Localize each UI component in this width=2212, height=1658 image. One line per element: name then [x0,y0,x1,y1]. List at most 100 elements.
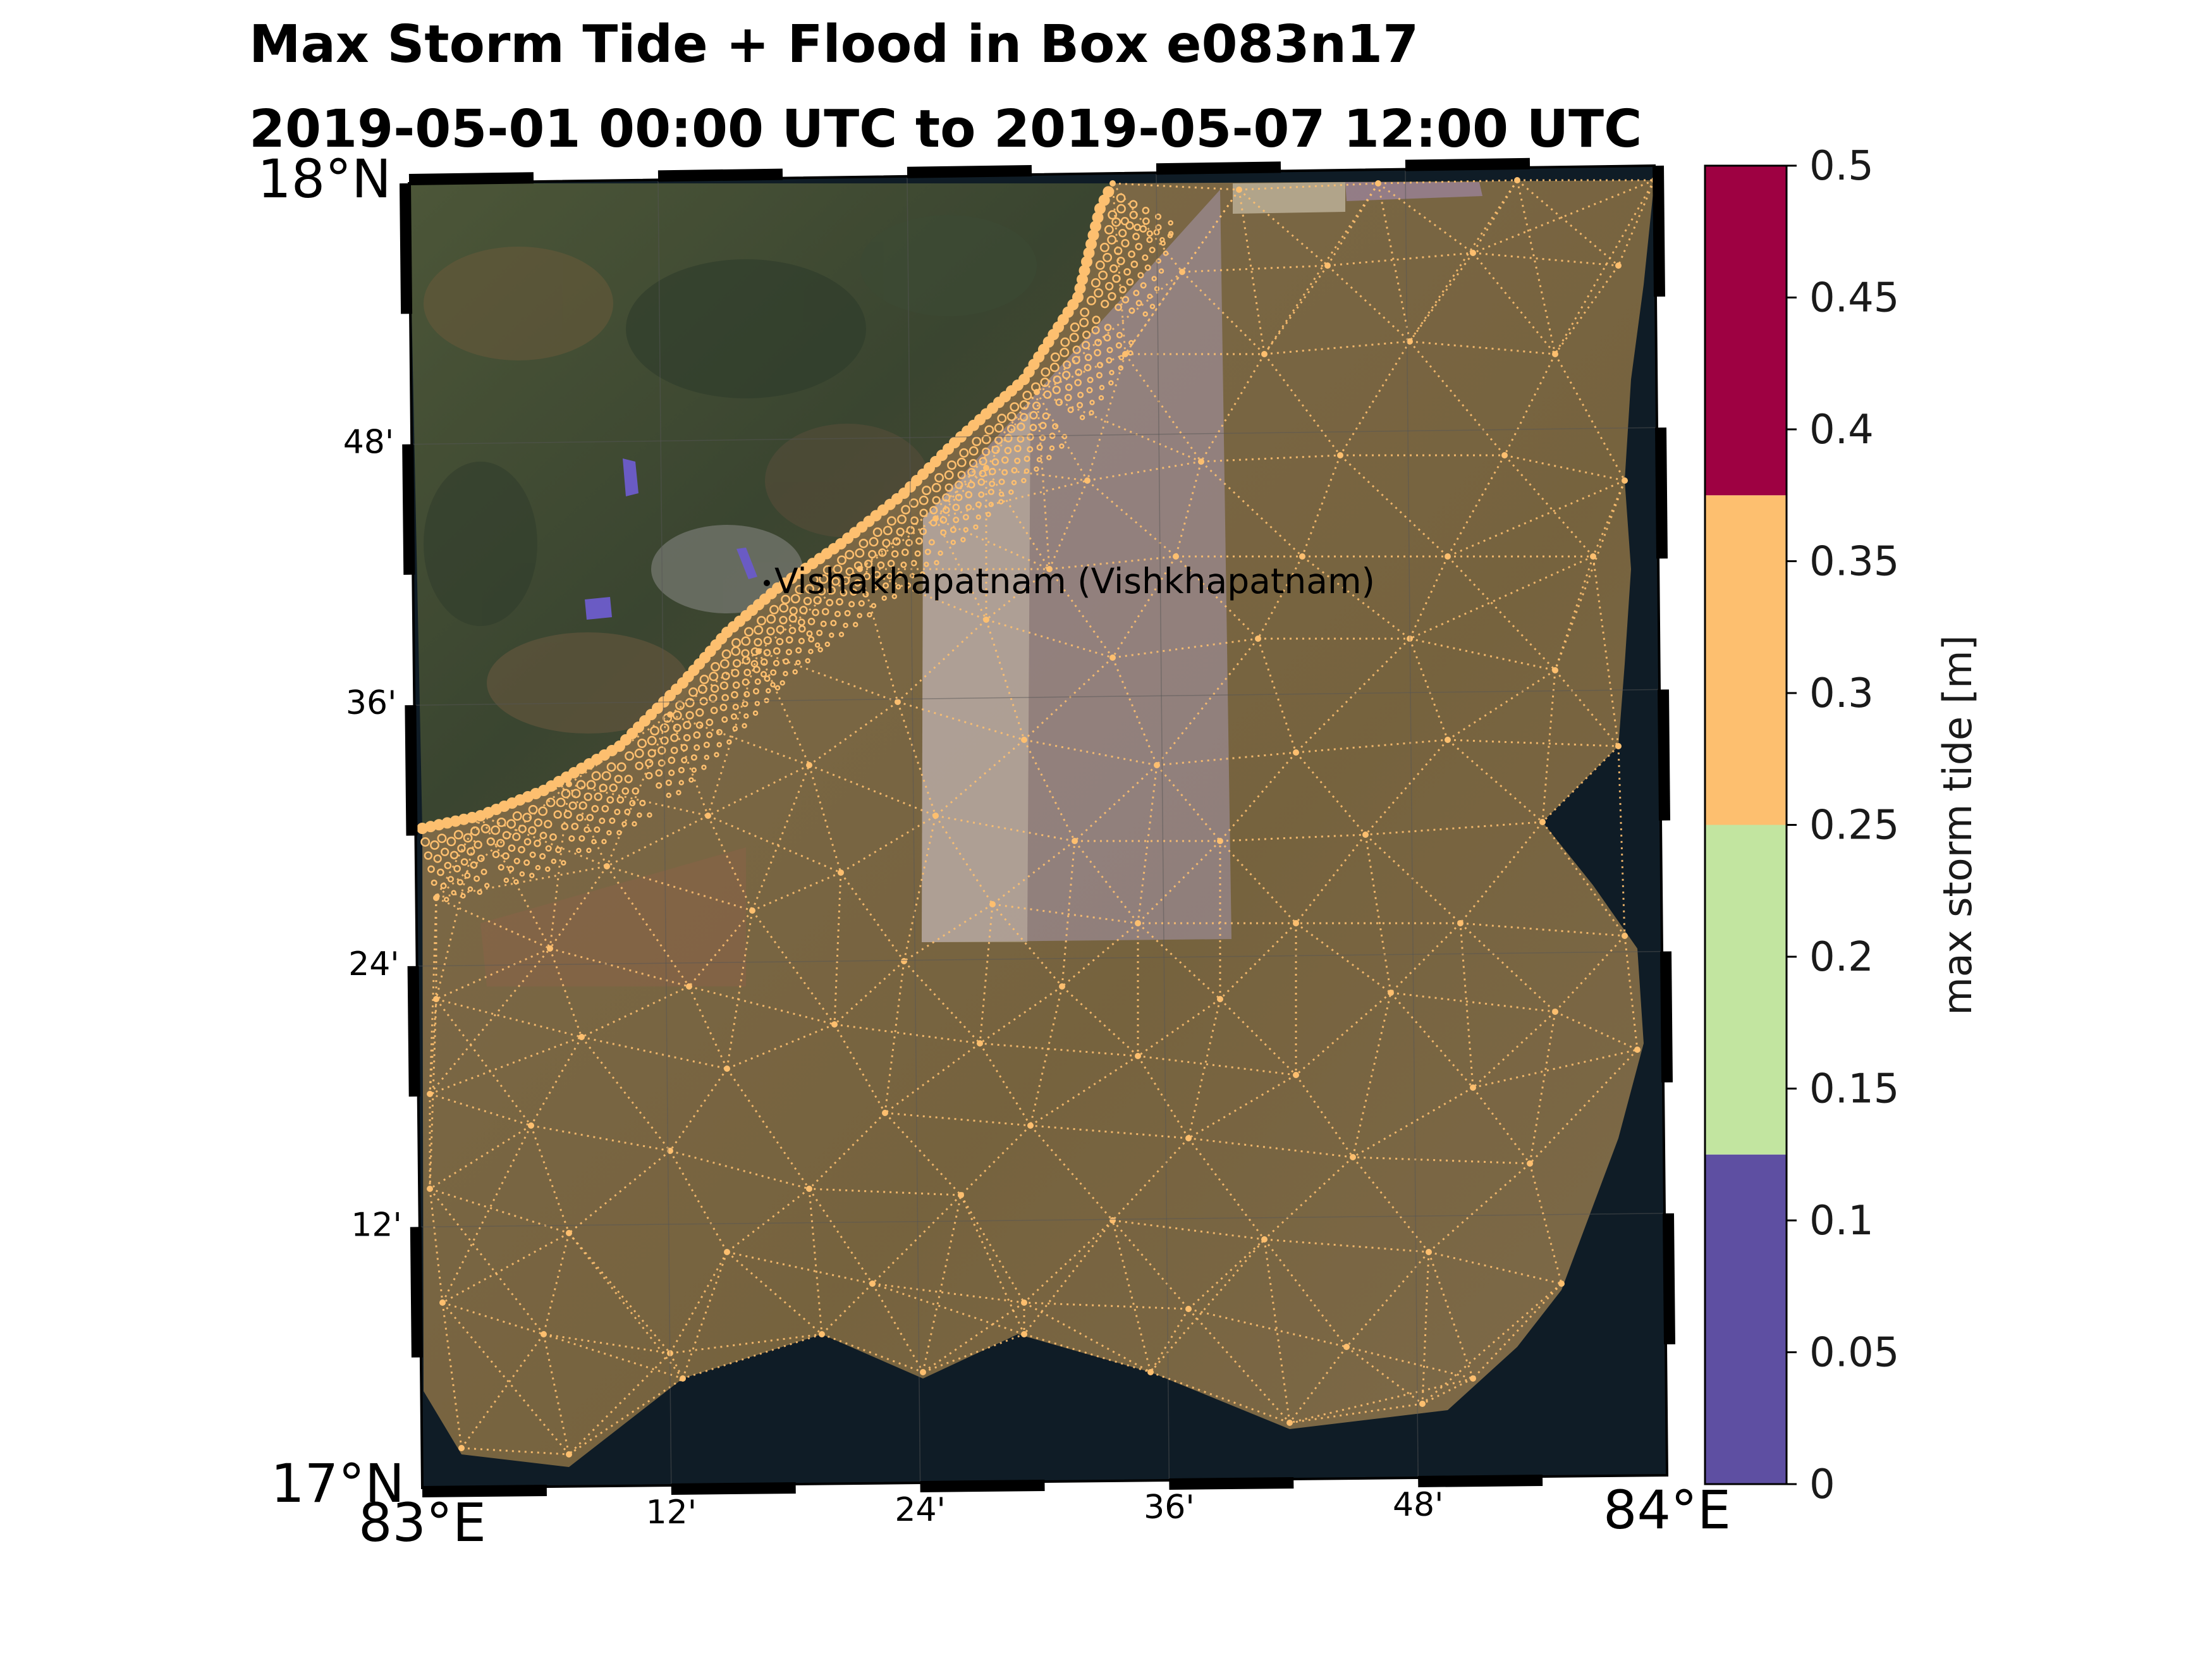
coast-node [891,550,899,558]
coast-node [601,805,609,813]
mesh-edge [979,904,994,1044]
coast-node [645,771,653,780]
coast-node [947,460,957,470]
coast-node [1130,261,1139,268]
coast-node [714,752,719,758]
coast-node [467,847,475,856]
coast-node [871,603,877,609]
coast-node [872,584,879,591]
coast-node [878,548,887,557]
coast-node [833,564,843,574]
coast-node [766,688,771,694]
colorbar-tick-label: 0.15 [1809,1066,1900,1113]
mesh-edge [580,1036,671,1151]
coast-node [950,539,956,546]
mesh-edge [833,1024,886,1114]
coast-node [1091,278,1101,288]
frame-segment [407,966,420,1097]
coast-node [1128,307,1135,314]
coast-node [1052,423,1059,430]
coast-node [1123,268,1131,276]
coast-node [743,713,749,719]
coast-node [701,765,707,770]
coast-node [881,595,887,601]
coast-node [779,603,789,613]
frame-segment [1655,427,1668,559]
frame-segment [405,705,418,836]
mesh-edge [884,1112,1031,1127]
coast-node [518,845,525,854]
coast-node [1129,200,1138,209]
coast-node [773,660,779,666]
coast-node [1077,402,1084,408]
coast-node [1034,466,1039,472]
mesh-edge [682,1333,822,1380]
coast-node [766,627,775,636]
coast-node [1029,411,1038,420]
mesh-edge [1181,271,1266,355]
mesh-edge [1187,998,1221,1139]
mesh-edge [1529,1011,1556,1164]
coast-node [813,596,822,605]
coast-node [726,739,732,745]
coast-node [981,447,991,457]
mesh-edge [442,1232,570,1304]
coast-node [952,503,960,512]
coast-node [694,744,700,751]
coast-node [624,775,633,783]
coast-node [683,734,691,742]
coast-node [806,630,813,637]
coast-node [1082,330,1091,340]
coast-node [1095,260,1105,270]
coast-node [716,742,723,748]
mesh-edge [726,1023,835,1070]
coast-node [834,610,841,618]
imagery-tile [922,190,1231,942]
mesh-edge [1295,1074,1354,1158]
coast-node [754,678,761,685]
coast-node [853,561,863,570]
coast-node [656,782,663,789]
coast-node [1011,479,1017,486]
coast-node [447,876,455,883]
coast-node [1024,468,1030,474]
mesh-edge [884,1042,981,1114]
coast-node [1142,217,1150,225]
coast-node [776,637,784,646]
colorbar-tick-label: 0.05 [1809,1330,1900,1377]
coast-node [1107,235,1117,245]
coast-node [498,864,504,871]
mesh-edge [549,783,570,949]
coast-node [986,512,991,517]
coast-node [785,636,793,644]
mesh-edge [1352,1156,1531,1165]
coast-node [1087,230,1099,241]
coastal-mesh-nodes [417,186,1174,902]
coast-node [632,787,640,795]
coast-node [919,527,927,536]
coast-node [645,759,654,768]
coast-node [882,539,891,548]
coast-node [1133,290,1140,297]
coast-node [1099,384,1105,391]
coast-node [805,658,810,664]
mesh-edge [1295,739,1448,754]
coast-node [1036,457,1042,463]
lat-label: 17°N [271,1452,405,1514]
coast-node [1163,250,1169,256]
mesh-edge [751,765,810,911]
coast-node [586,847,592,854]
mesh-edge [985,391,1038,469]
mesh-edge [896,701,937,816]
coast-node [721,716,728,723]
coast-node [1085,238,1097,250]
coast-node [1126,278,1134,286]
coast-node [561,823,569,830]
coast-node [616,796,625,804]
coast-node [998,491,1005,497]
coast-node [919,508,928,517]
coast-node [760,671,767,678]
coast-node [909,573,915,579]
coast-node [741,649,750,658]
coast-node [987,488,994,495]
